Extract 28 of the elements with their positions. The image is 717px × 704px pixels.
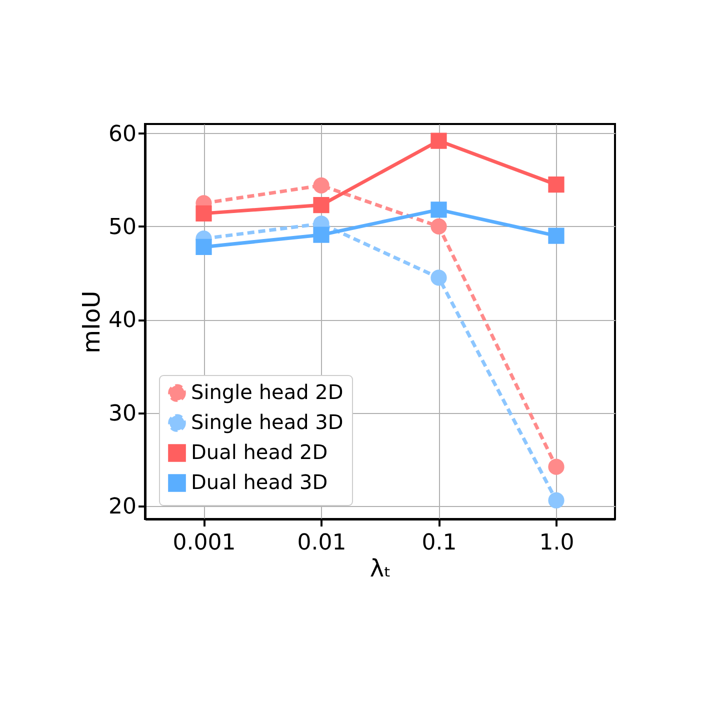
point [196, 205, 212, 222]
point [196, 238, 212, 256]
y-tick-label: 60 [108, 122, 136, 147]
x-tick-label: 0.01 [297, 530, 346, 556]
point [430, 202, 447, 218]
legend-label: Single head 2D [191, 380, 344, 404]
y-tick-label: 50 [108, 214, 136, 240]
point [430, 218, 447, 235]
y-tick-label: 30 [108, 401, 136, 426]
y-tick-label: 40 [108, 308, 136, 334]
x-tick-label: 0.1 [422, 530, 457, 556]
point [548, 176, 564, 193]
point [430, 270, 447, 286]
point [548, 458, 564, 475]
x-tick-label: 0.001 [172, 530, 236, 556]
point [313, 177, 330, 194]
point [548, 228, 564, 244]
point [313, 226, 330, 243]
legend-label: Dual head 2D [191, 440, 328, 464]
y-axis-title: mIoU [78, 290, 106, 354]
x-axis-title: λₜ [370, 554, 392, 582]
y-tick-label: 20 [108, 494, 136, 520]
point [430, 132, 447, 149]
point [548, 492, 564, 508]
legend-label: Dual head 3D [191, 470, 328, 494]
point [313, 196, 330, 214]
x-tick-label: 1.0 [539, 530, 574, 556]
legend-label: Single head 3D [191, 410, 344, 434]
